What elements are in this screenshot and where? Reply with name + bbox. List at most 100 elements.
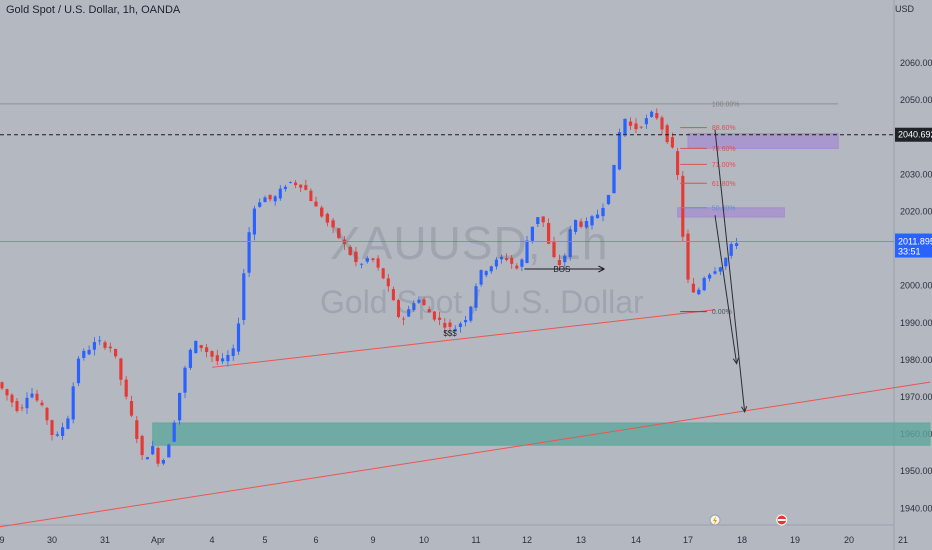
candle-body: [151, 446, 155, 455]
current-price-box: [895, 233, 932, 258]
candle-body: [156, 448, 160, 464]
candle-body: [299, 184, 303, 188]
candle-body: [30, 393, 34, 398]
candle-body: [617, 132, 622, 170]
y-tick-label: 1970.00: [900, 392, 932, 402]
candle-body: [453, 328, 457, 332]
x-tick-label: 31: [100, 535, 110, 545]
candle-body: [670, 137, 674, 148]
candle-body: [114, 348, 118, 357]
candle-body: [210, 351, 214, 357]
x-tick-label: 19: [790, 535, 800, 545]
short-trendline: [211, 309, 716, 368]
candle-body: [697, 289, 701, 295]
candle-body: [98, 340, 102, 342]
candle-body: [129, 401, 134, 416]
candle-body: [484, 271, 488, 276]
candle-body: [167, 444, 171, 458]
y-tick-label: 2000.00: [900, 281, 932, 291]
candle-body: [713, 271, 717, 274]
candle-body: [541, 216, 545, 223]
candle-body: [718, 267, 723, 272]
y-tick-label: 2050.00: [900, 95, 932, 105]
candle-body: [381, 268, 385, 279]
bos-arrowhead: [598, 265, 605, 273]
candle-body: [623, 118, 627, 135]
candle-body: [464, 319, 468, 323]
candle-body: [568, 229, 572, 258]
candle-body: [734, 243, 739, 246]
candle-body: [273, 196, 277, 202]
bos-label: BOS: [553, 265, 570, 274]
x-tick-label: 18: [737, 535, 747, 545]
y-tick-label: 1950.00: [900, 466, 932, 476]
fib-level-label: 88.60%: [712, 125, 736, 132]
candle-body: [515, 265, 519, 269]
candle-body: [314, 201, 318, 207]
candle-body: [634, 123, 638, 130]
candle-body: [161, 459, 166, 464]
candle-body: [319, 207, 324, 217]
arrow-1-head: [732, 357, 739, 365]
candle-body: [242, 273, 246, 321]
candle-body: [584, 221, 589, 228]
candle-body: [432, 311, 436, 320]
candle-body: [172, 422, 176, 442]
x-tick-label: 6: [313, 535, 318, 545]
candle-body: [417, 299, 421, 303]
candle-body: [510, 257, 514, 264]
supply-zone-lower: [677, 207, 785, 218]
candle-body: [579, 221, 583, 227]
candle-body: [337, 228, 341, 238]
candle-body: [124, 379, 128, 397]
candle-body: [650, 111, 654, 117]
candle-body: [0, 382, 4, 389]
candle-body: [469, 306, 473, 321]
candle-body: [140, 435, 144, 456]
supply-zone-upper: [687, 133, 839, 149]
current-price-countdown: 33:51: [898, 247, 921, 257]
candle-body: [76, 358, 81, 384]
candle-body: [40, 402, 44, 406]
candle-body: [66, 418, 70, 429]
candle-body: [71, 386, 75, 420]
candle-body: [108, 346, 112, 349]
candle-body: [612, 164, 616, 194]
x-tick-label: 14: [631, 535, 641, 545]
x-tick-label: 30: [47, 535, 57, 545]
candle-body: [50, 420, 54, 435]
candle-body: [15, 401, 19, 412]
candle-body: [479, 270, 483, 285]
y-tick-label: 1980.00: [900, 355, 932, 365]
candle-body: [552, 242, 556, 258]
candle-body: [660, 117, 664, 130]
candle-body: [563, 255, 567, 263]
candle-body: [644, 118, 648, 125]
candle-body: [294, 182, 298, 186]
candle-body: [20, 407, 24, 409]
currency-label: USD: [894, 4, 914, 14]
x-tick-label: 9: [370, 535, 375, 545]
candle-body: [258, 202, 262, 207]
marked-level-box: [895, 127, 932, 142]
candle-body: [325, 213, 330, 223]
x-tick-label: 21: [898, 535, 908, 545]
flash-icon-bolt: [713, 516, 717, 525]
candle-body: [221, 358, 225, 362]
candle-body: [236, 323, 241, 352]
candle-body: [422, 299, 426, 306]
candle-body: [283, 186, 287, 190]
candle-body: [546, 223, 551, 244]
candle-body: [686, 233, 690, 280]
chart-title: Gold Spot / U.S. Dollar, 1h, OANDA: [6, 4, 181, 16]
candle-body: [505, 258, 509, 260]
candle-body: [82, 350, 86, 358]
candle-body: [199, 345, 203, 349]
fib-level-label: 0.00%: [712, 309, 732, 316]
x-tick-label: Apr: [151, 535, 165, 545]
candle-body: [371, 258, 375, 260]
y-tick-label: 2030.00: [900, 169, 932, 179]
candle-body: [691, 283, 696, 293]
